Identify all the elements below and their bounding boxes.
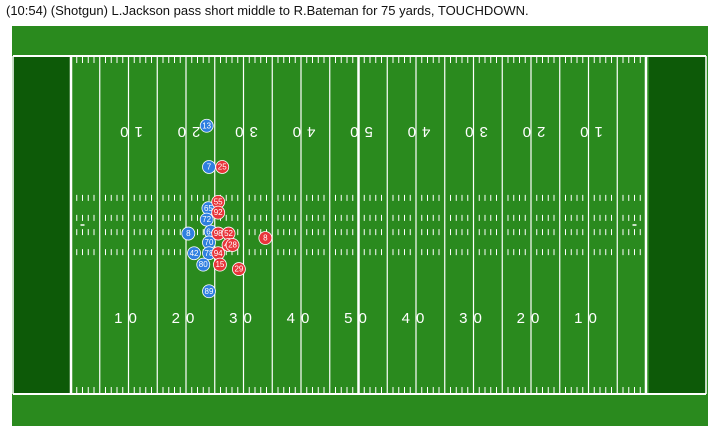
offense-player: 72 <box>199 212 214 227</box>
defense-player-marker <box>258 231 273 245</box>
field-background <box>12 26 708 426</box>
offense-player-marker <box>187 246 201 261</box>
defense-player-number: 15 <box>215 260 224 269</box>
yard-number-bottom: 30 <box>229 310 258 327</box>
defense-player-number: 55 <box>214 197 223 206</box>
defense-player-number: 28 <box>228 241 237 250</box>
offense-player-number: 42 <box>190 249 199 258</box>
yard-number-bottom: 50 <box>344 310 373 327</box>
defense-player-number: 29 <box>234 265 243 274</box>
yard-number-bottom: 10 <box>574 310 603 327</box>
defense-player-number: 94 <box>214 249 223 258</box>
defense-player: 94 <box>211 246 226 261</box>
defense-player: 15 <box>213 257 227 272</box>
offense-player-number: 72 <box>202 215 211 224</box>
offense-player: 8 <box>181 226 196 241</box>
offense-player: 13 <box>199 118 214 133</box>
offense-player: 42 <box>187 246 201 261</box>
yard-number-top: 20 <box>517 123 546 140</box>
offense-player-number: 8 <box>186 229 191 238</box>
defense-player: 29 <box>231 262 246 276</box>
offense-player: 89 <box>202 284 216 299</box>
defense-player-number: 98 <box>214 229 223 238</box>
yard-number-bottom: 20 <box>172 310 201 327</box>
offense-player-number: 64 <box>206 227 215 236</box>
defense-player-marker <box>215 160 230 174</box>
yard-number-top: 40 <box>402 123 431 140</box>
yard-number-top: 30 <box>229 123 258 140</box>
defense-player-marker <box>211 205 226 220</box>
offense-player-number: 89 <box>205 287 214 296</box>
defense-player: 8 <box>258 231 273 245</box>
yard-numbers-top: 10 20 30 40 50 40 30 20 10 <box>114 123 603 140</box>
offense-player: 80 <box>196 257 211 272</box>
yard-number-bottom: 10 <box>114 310 143 327</box>
yard-number-bottom: 40 <box>402 310 431 327</box>
yard-number-top: 30 <box>459 123 488 140</box>
defense-player-number: 8 <box>263 234 268 243</box>
yard-number-bottom: 20 <box>517 310 546 327</box>
play-description: (10:54) (Shotgun) L.Jackson pass short m… <box>6 3 529 18</box>
offense-player-number: 65 <box>204 204 213 213</box>
yard-lines <box>12 55 707 395</box>
yard-number-top: 50 <box>344 123 373 140</box>
defense-player: 28 <box>225 238 240 252</box>
yard-number-top: 10 <box>114 123 143 140</box>
offense-player-number: 13 <box>202 121 211 130</box>
defense-player-number: 25 <box>218 163 227 172</box>
left-endzone <box>13 56 70 394</box>
yard-number-top: 20 <box>172 123 201 140</box>
defense-players: 255592985284228941529 <box>211 160 273 276</box>
defense-player-number: 52 <box>224 229 233 238</box>
offense-player-marker <box>181 226 196 241</box>
defense-player: 25 <box>215 160 230 174</box>
offense-player: 7 <box>202 160 216 174</box>
defense-player: 92 <box>211 205 226 220</box>
offense-player-marker <box>202 284 216 299</box>
offense-player-number: 70 <box>205 238 214 247</box>
offense-player-number: 80 <box>199 260 208 269</box>
yard-numbers-bottom: 10 20 30 40 50 40 30 20 10 <box>114 310 603 327</box>
defense-player-marker <box>213 257 227 272</box>
offense-player-marker <box>196 257 211 272</box>
offense-player-marker <box>199 118 214 133</box>
defense-player-marker <box>225 238 240 252</box>
offense-player-number: 78 <box>205 249 214 258</box>
yard-number-top: 40 <box>287 123 316 140</box>
defense-player-number: 92 <box>214 208 223 217</box>
yard-number-bottom: 30 <box>459 310 488 327</box>
defense-player-marker <box>231 262 246 276</box>
right-endzone <box>649 56 706 394</box>
offense-player-number: 7 <box>207 163 212 172</box>
yard-number-top: 10 <box>574 123 603 140</box>
yard-number-bottom: 40 <box>287 310 316 327</box>
